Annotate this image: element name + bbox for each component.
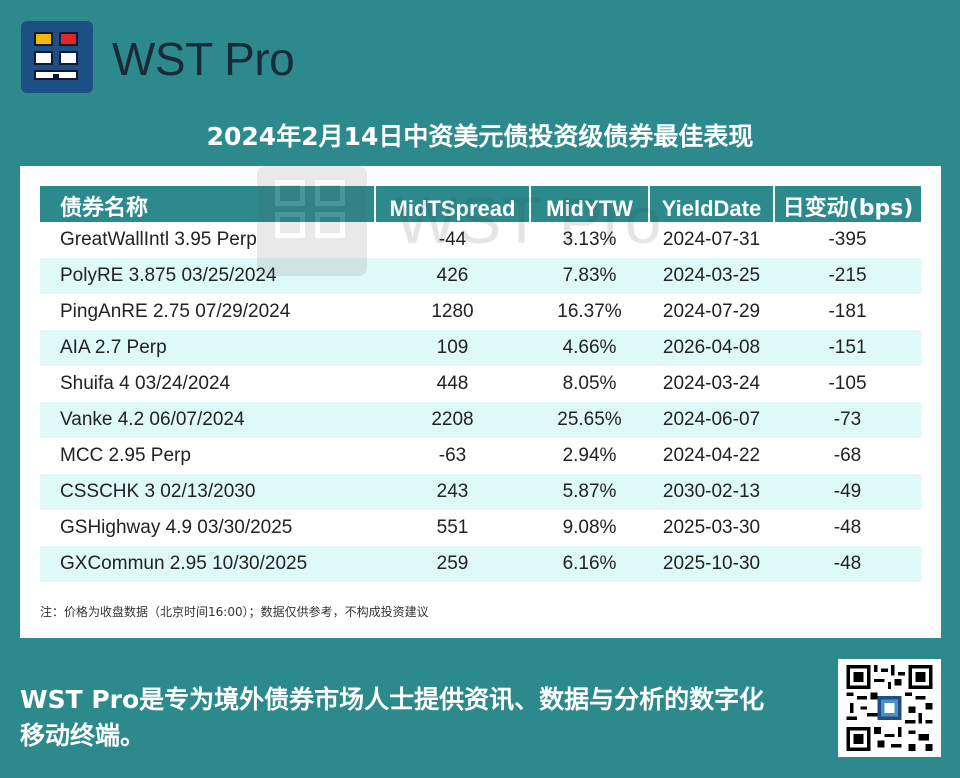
header-bond-name: 债券名称	[40, 186, 376, 222]
cell-bond-name: PolyRE 3.875 03/25/2024	[40, 258, 375, 294]
table-row: GSHighway 4.9 03/30/2025 551 9.08% 2025-03-…	[40, 510, 921, 546]
cell-midtspread: 243	[375, 474, 530, 510]
brand-name: WST Pro	[112, 33, 295, 85]
cell-yielddate: 2025-10-30	[649, 546, 774, 582]
cell-midtspread: 2208	[375, 402, 530, 438]
disclaimer-note: 注：价格为收盘数据（北京时间16:00）；数据仅供参考，不构成投资建议	[40, 605, 429, 619]
cell-bond-name: GreatWallIntl 3.95 Perp	[60, 229, 257, 250]
cell-bond-name: CSSCHK 3 02/13/2030	[40, 474, 375, 510]
cell-bond-name: Vanke 4.2 06/07/2024	[40, 402, 375, 438]
cell-yielddate: 2026-04-08	[649, 330, 774, 366]
cell-midytw: 6.16%	[530, 546, 649, 582]
cell-daily-change: -48	[833, 517, 862, 538]
cell-daily-change: -181	[828, 301, 867, 322]
header-midytw: MidYTW	[530, 186, 650, 222]
cell-daily-change: -73	[774, 402, 921, 438]
table-row: CSSCHK 3 02/13/2030 243 5.87% 2030-02-13 -49	[40, 474, 921, 510]
cell-midytw: 4.66%	[530, 330, 649, 366]
table-row: PolyRE 3.875 03/25/2024 426 7.83% 2024-03-2…	[40, 258, 921, 294]
cell-midytw: 8.05%	[562, 373, 617, 394]
cell-yielddate: 2024-07-31	[662, 229, 761, 250]
header-daily-change: 日变动(bps)	[774, 186, 921, 222]
header-midtspread: MidTSpread	[375, 186, 531, 222]
table-row: GXCommun 2.95 10/30/2025 259 6.16% 2025-10-…	[40, 546, 921, 582]
cell-yielddate: 2024-04-22	[662, 445, 761, 466]
cell-yielddate: 2024-03-25	[649, 258, 774, 294]
cell-bond-name: AIA 2.7 Perp	[40, 330, 375, 366]
cell-daily-change: -215	[774, 258, 921, 294]
cell-midtspread: 1280	[431, 301, 474, 322]
cell-midytw: 5.87%	[530, 474, 649, 510]
cell-daily-change: -49	[774, 474, 921, 510]
cell-yielddate: 2024-03-24	[662, 373, 761, 394]
header-yielddate: YieldDate	[649, 186, 775, 222]
cell-bond-name: MCC 2.95 Perp	[60, 445, 191, 466]
cell-yielddate: 2024-07-29	[662, 301, 761, 322]
table-panel: 债券名称 MidTSpread MidYTW YieldDate 日变动(bps…	[20, 166, 941, 638]
bond-table: 债券名称 MidTSpread MidYTW YieldDate 日变动(bps…	[40, 186, 921, 582]
cell-midtspread: 551	[436, 517, 469, 538]
cell-yielddate: 2024-06-07	[649, 402, 774, 438]
cell-bond-name: GSHighway 4.9 03/30/2025	[60, 517, 293, 538]
table-row: GreatWallIntl 3.95 Perp -44 3.13% 2024-07-3…	[40, 222, 921, 258]
table-row: PingAnRE 2.75 07/29/2024 1280 16.37% 2024-0…	[40, 294, 921, 330]
cell-midytw: 25.65%	[530, 402, 649, 438]
cell-midtspread: 426	[375, 258, 530, 294]
cell-midytw: 7.83%	[530, 258, 649, 294]
cell-daily-change: -105	[828, 373, 867, 394]
cell-midtspread: -44	[438, 229, 467, 250]
cell-midtspread: -63	[438, 445, 467, 466]
cell-midtspread: 448	[436, 373, 469, 394]
table-row: AIA 2.7 Perp 109 4.66% 2026-04-08 -151	[40, 330, 921, 366]
cell-midytw: 3.13%	[562, 229, 617, 250]
page-title: 2024年2月14日中资美元债投资级债券最佳表现	[206, 122, 754, 151]
footer-slogan: WST Pro是专为境外债券市场人士提供资讯、数据与分析的数字化移动终端。	[20, 685, 765, 750]
cell-daily-change: -395	[828, 229, 867, 250]
cell-daily-change: -151	[774, 330, 921, 366]
cell-midtspread: 109	[375, 330, 530, 366]
cell-yielddate: 2025-03-30	[662, 517, 761, 538]
table-row: Vanke 4.2 06/07/2024 2208 25.65% 2024-06-07…	[40, 402, 921, 438]
cell-bond-name: Shuifa 4 03/24/2024	[60, 373, 231, 394]
cell-bond-name: PingAnRE 2.75 07/29/2024	[60, 301, 291, 322]
cell-midytw: 2.94%	[562, 445, 617, 466]
cell-midytw: 16.37%	[557, 301, 622, 322]
wst-logo-icon	[21, 21, 93, 93]
cell-daily-change: -48	[774, 546, 921, 582]
table-row: Shuifa 4 03/24/2024 448 8.05% 2024-03-24 -10…	[40, 366, 921, 402]
cell-yielddate: 2030-02-13	[649, 474, 774, 510]
cell-midtspread: 259	[375, 546, 530, 582]
qr-code-icon	[838, 659, 941, 757]
cell-bond-name: GXCommun 2.95 10/30/2025	[40, 546, 375, 582]
cell-midytw: 9.08%	[562, 517, 617, 538]
table-header-row: 债券名称 MidTSpread MidYTW YieldDate 日变动(bps…	[40, 186, 921, 222]
table-row: MCC 2.95 Perp -63 2.94% 2024-04-22 -68	[40, 438, 921, 474]
cell-daily-change: -68	[833, 445, 862, 466]
